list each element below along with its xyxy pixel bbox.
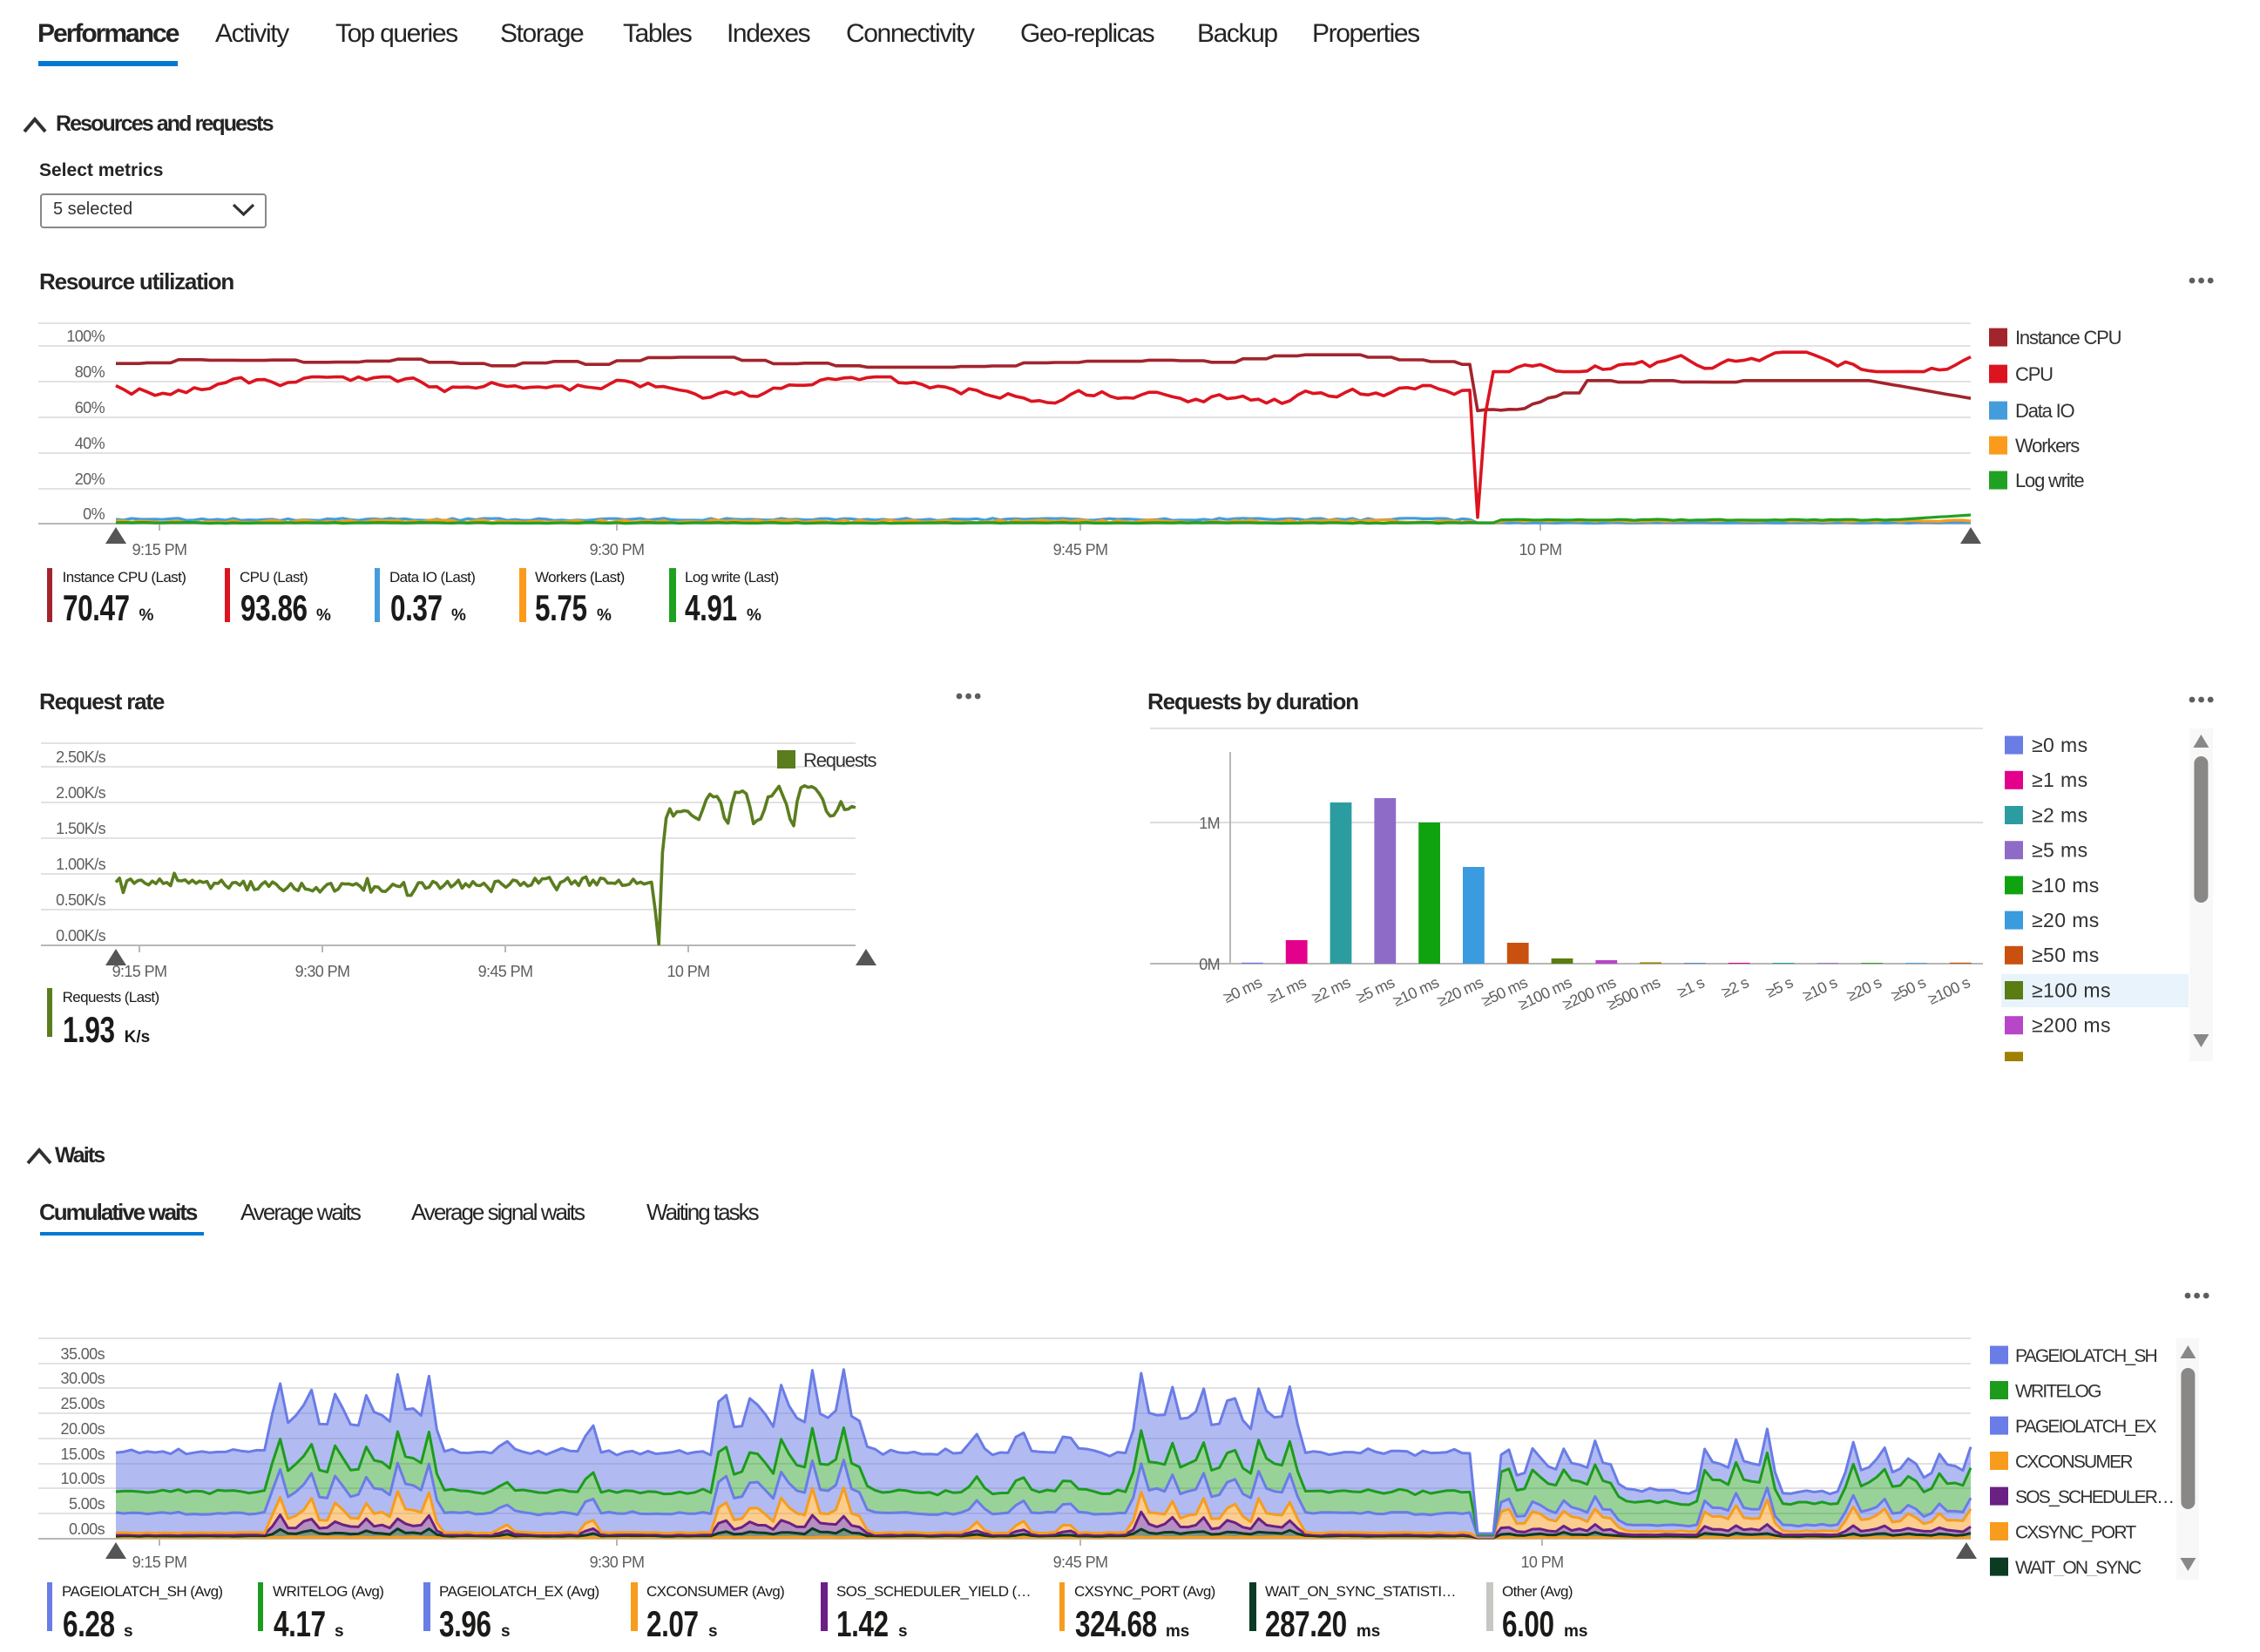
- svg-text:≥1 ms: ≥1 ms: [2032, 768, 2087, 791]
- svg-text:Requests: Requests: [803, 749, 877, 771]
- svg-text:≥20 s: ≥20 s: [1844, 973, 1884, 1005]
- svg-text:10.00s: 10.00s: [61, 1470, 105, 1487]
- svg-text:SOS_SCHEDULER…: SOS_SCHEDULER…: [2015, 1487, 2173, 1507]
- svg-text:60%: 60%: [75, 399, 105, 416]
- svg-text:0.50K/s: 0.50K/s: [56, 891, 105, 909]
- svg-text:≥10 s: ≥10 s: [1800, 973, 1840, 1005]
- svg-text:9:15 PM: 9:15 PM: [132, 541, 187, 559]
- svg-text:35.00s: 35.00s: [61, 1345, 105, 1363]
- svg-text:≥200 ms: ≥200 ms: [2032, 1014, 2111, 1037]
- svg-text:Workers: Workers: [2015, 435, 2080, 457]
- svg-text:≥2 ms: ≥2 ms: [2032, 803, 2087, 826]
- svg-text:≥1 ms: ≥1 ms: [1265, 973, 1309, 1006]
- svg-text:Data IO: Data IO: [2015, 400, 2074, 422]
- svg-text:≥100 s: ≥100 s: [1925, 973, 1973, 1008]
- svg-text:9:30 PM: 9:30 PM: [590, 1554, 645, 1571]
- svg-text:1.00K/s: 1.00K/s: [56, 856, 105, 873]
- svg-text:≥50 ms: ≥50 ms: [2032, 944, 2100, 966]
- svg-text:≥100 ms: ≥100 ms: [2032, 978, 2111, 1001]
- svg-text:2.50K/s: 2.50K/s: [56, 748, 105, 766]
- svg-text:≥20 ms: ≥20 ms: [1435, 973, 1486, 1010]
- svg-text:40%: 40%: [75, 435, 105, 452]
- svg-text:≥5 ms: ≥5 ms: [1353, 973, 1397, 1006]
- svg-text:15.00s: 15.00s: [61, 1446, 105, 1463]
- svg-text:9:30 PM: 9:30 PM: [295, 963, 350, 980]
- svg-text:9:15 PM: 9:15 PM: [132, 1554, 187, 1571]
- svg-text:2.00K/s: 2.00K/s: [56, 784, 105, 802]
- svg-text:≥10 ms: ≥10 ms: [1391, 973, 1442, 1010]
- svg-text:PAGEIOLATCH_EX: PAGEIOLATCH_EX: [2015, 1417, 2157, 1437]
- svg-text:1M: 1M: [1199, 815, 1220, 832]
- svg-text:20.00s: 20.00s: [61, 1420, 105, 1438]
- svg-text:9:15 PM: 9:15 PM: [112, 963, 167, 980]
- svg-text:≥20 ms: ≥20 ms: [2032, 909, 2100, 931]
- svg-text:≥5 s: ≥5 s: [1763, 973, 1796, 1001]
- svg-text:1.50K/s: 1.50K/s: [56, 820, 105, 837]
- svg-text:0.00K/s: 0.00K/s: [56, 927, 105, 944]
- svg-text:9:45 PM: 9:45 PM: [1053, 1554, 1108, 1571]
- svg-text:5.00s: 5.00s: [69, 1495, 105, 1513]
- svg-text:WRITELOG: WRITELOG: [2015, 1382, 2101, 1402]
- svg-text:10 PM: 10 PM: [1519, 541, 1561, 559]
- svg-text:9:45 PM: 9:45 PM: [478, 963, 533, 980]
- svg-text:0%: 0%: [83, 505, 105, 523]
- svg-text:10 PM: 10 PM: [666, 963, 709, 980]
- svg-text:WAIT_ON_SYNC: WAIT_ON_SYNC: [2015, 1558, 2142, 1578]
- svg-text:≥5 ms: ≥5 ms: [2032, 839, 2087, 862]
- svg-text:CXSYNC_PORT: CXSYNC_PORT: [2015, 1523, 2136, 1543]
- svg-text:0.00s: 0.00s: [69, 1520, 105, 1538]
- svg-text:≥50 s: ≥50 s: [1889, 973, 1929, 1005]
- svg-text:Log write: Log write: [2015, 470, 2084, 491]
- svg-text:20%: 20%: [75, 471, 105, 488]
- svg-text:25.00s: 25.00s: [61, 1395, 105, 1412]
- svg-text:≥10 ms: ≥10 ms: [2032, 874, 2100, 897]
- svg-text:≥2 s: ≥2 s: [1719, 973, 1752, 1001]
- svg-text:≥2 ms: ≥2 ms: [1309, 973, 1354, 1006]
- svg-text:CPU: CPU: [2015, 363, 2053, 385]
- svg-text:CXCONSUMER: CXCONSUMER: [2015, 1452, 2133, 1472]
- svg-text:80%: 80%: [75, 363, 105, 381]
- svg-text:0M: 0M: [1199, 956, 1220, 973]
- svg-text:9:45 PM: 9:45 PM: [1053, 541, 1108, 559]
- svg-text:30.00s: 30.00s: [61, 1370, 105, 1387]
- svg-text:≥0 ms: ≥0 ms: [1221, 973, 1265, 1006]
- svg-text:10 PM: 10 PM: [1520, 1554, 1563, 1571]
- svg-text:≥1 s: ≥1 s: [1675, 973, 1708, 1001]
- svg-text:≥0 ms: ≥0 ms: [2032, 734, 2087, 756]
- svg-text:Instance CPU: Instance CPU: [2015, 327, 2121, 349]
- svg-text:9:30 PM: 9:30 PM: [590, 541, 645, 559]
- svg-text:PAGEIOLATCH_SH: PAGEIOLATCH_SH: [2015, 1346, 2157, 1366]
- svg-text:100%: 100%: [66, 328, 105, 345]
